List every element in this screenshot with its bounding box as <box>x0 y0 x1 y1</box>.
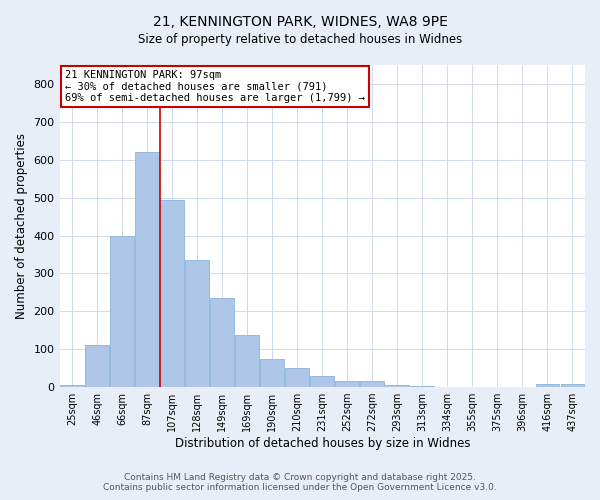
Bar <box>310 376 334 387</box>
X-axis label: Distribution of detached houses by size in Widnes: Distribution of detached houses by size … <box>175 437 470 450</box>
Bar <box>160 200 184 387</box>
Bar <box>110 236 134 387</box>
Text: 21 KENNINGTON PARK: 97sqm
← 30% of detached houses are smaller (791)
69% of semi: 21 KENNINGTON PARK: 97sqm ← 30% of detac… <box>65 70 365 103</box>
Text: 21, KENNINGTON PARK, WIDNES, WA8 9PE: 21, KENNINGTON PARK, WIDNES, WA8 9PE <box>152 15 448 29</box>
Bar <box>385 385 409 387</box>
Bar <box>235 335 259 387</box>
Bar <box>135 152 159 387</box>
Bar <box>185 260 209 387</box>
Bar <box>361 380 384 387</box>
Bar <box>335 382 359 387</box>
Text: Contains HM Land Registry data © Crown copyright and database right 2025.
Contai: Contains HM Land Registry data © Crown c… <box>103 473 497 492</box>
Bar <box>286 368 309 387</box>
Bar <box>210 298 234 387</box>
Bar <box>60 385 84 387</box>
Bar <box>260 358 284 387</box>
Y-axis label: Number of detached properties: Number of detached properties <box>15 133 28 319</box>
Text: Size of property relative to detached houses in Widnes: Size of property relative to detached ho… <box>138 32 462 46</box>
Bar <box>85 346 109 387</box>
Bar <box>560 384 584 387</box>
Bar <box>536 384 559 387</box>
Bar <box>410 386 434 387</box>
